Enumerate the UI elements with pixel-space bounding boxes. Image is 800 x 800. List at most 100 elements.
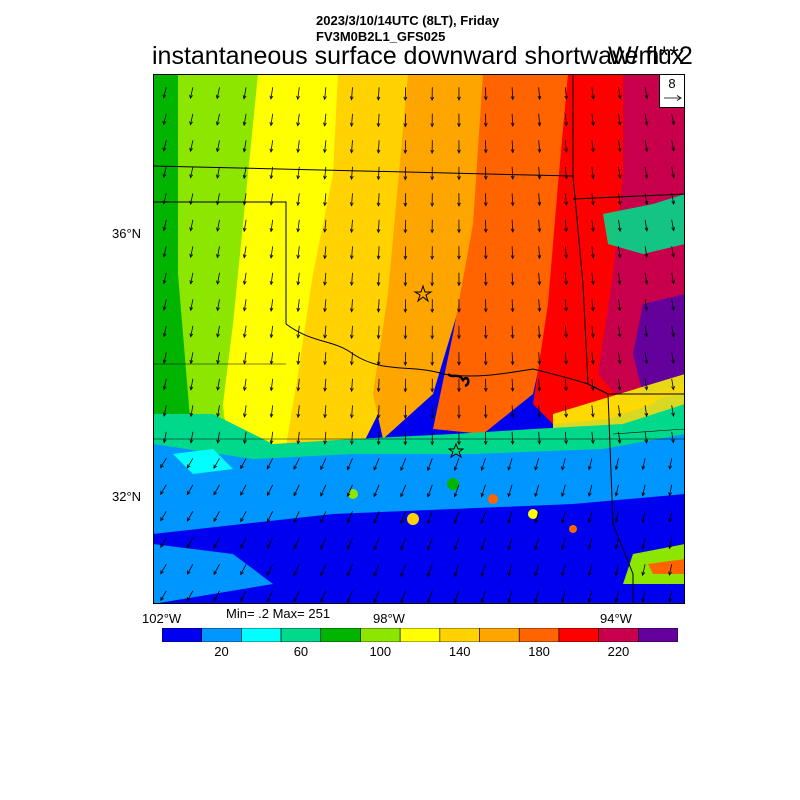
wind-arrowhead bbox=[400, 466, 404, 472]
colorbar-swatch bbox=[598, 628, 639, 642]
wind-arrow bbox=[377, 113, 380, 127]
wind-arrowhead bbox=[457, 308, 461, 313]
wind-arrow bbox=[270, 219, 274, 232]
wind-arrowhead bbox=[293, 545, 298, 550]
wind-arrow bbox=[160, 590, 167, 601]
wind-arrowhead bbox=[320, 492, 324, 497]
wind-arrow bbox=[320, 458, 327, 470]
wind-arrow bbox=[454, 590, 460, 603]
wind-arrowhead bbox=[323, 228, 327, 233]
wind-arrowhead bbox=[483, 149, 488, 154]
wind-arrow bbox=[508, 458, 513, 471]
wind-arrowhead bbox=[564, 148, 569, 153]
wind-arrowhead bbox=[457, 441, 461, 446]
wind-arrow bbox=[427, 537, 433, 550]
map-panel bbox=[153, 74, 685, 604]
wind-arrow bbox=[297, 405, 300, 418]
wind-arrow bbox=[538, 325, 540, 338]
wind-arrow bbox=[351, 113, 353, 127]
wind-arrowhead bbox=[537, 201, 542, 207]
wind-arrow bbox=[508, 537, 513, 550]
wind-arrowhead bbox=[189, 280, 194, 285]
wind-arrow bbox=[293, 564, 300, 576]
colorbar-swatch bbox=[439, 628, 480, 642]
wind-arrow bbox=[347, 458, 353, 470]
wind-arrowhead bbox=[480, 466, 485, 471]
kansas-ok-border bbox=[153, 165, 574, 177]
wind-arrowhead bbox=[587, 545, 592, 550]
wind-arrow bbox=[243, 219, 247, 232]
wind-arrowhead bbox=[671, 200, 676, 206]
wind-arrowhead bbox=[561, 572, 565, 577]
wind-arrowhead bbox=[614, 571, 619, 577]
wind-arrowhead bbox=[296, 122, 301, 127]
wind-arrow bbox=[270, 299, 274, 312]
wind-arrowhead bbox=[189, 412, 194, 418]
wind-arrow bbox=[190, 87, 194, 99]
wind-arrow bbox=[243, 246, 247, 258]
wind-arrowhead bbox=[243, 413, 247, 418]
wind-arrowhead bbox=[480, 546, 485, 551]
wind-arrowhead bbox=[293, 598, 298, 603]
wind-arrowhead bbox=[561, 598, 565, 603]
wind-arrow bbox=[347, 537, 353, 550]
wind-arrowhead bbox=[293, 571, 298, 576]
colorbar-label: 180 bbox=[528, 644, 550, 659]
wind-arrow bbox=[508, 511, 513, 524]
wind-arrowhead bbox=[400, 546, 404, 551]
wind-arrowhead bbox=[483, 414, 488, 419]
wind-arrow bbox=[564, 246, 567, 259]
wind-arrow bbox=[618, 166, 621, 179]
wind-arrowhead bbox=[483, 440, 488, 446]
wind-arrow bbox=[190, 431, 194, 443]
wind-arrowhead bbox=[376, 414, 381, 419]
wind-arrowhead bbox=[510, 387, 515, 392]
wind-arrow bbox=[324, 431, 327, 445]
wind-arrow bbox=[454, 511, 460, 524]
colorbar-swatch bbox=[201, 628, 242, 642]
wind-arrowhead bbox=[507, 572, 512, 577]
wind-arrow bbox=[160, 458, 167, 468]
wind-arrow bbox=[591, 325, 594, 338]
wind-arrowhead bbox=[483, 308, 488, 313]
wind-arrow bbox=[511, 140, 514, 153]
wind-arrowhead bbox=[189, 147, 193, 153]
wind-arrow bbox=[373, 537, 380, 550]
wind-arrow bbox=[351, 166, 353, 180]
wind-arrow bbox=[564, 193, 567, 206]
wind-arrowhead bbox=[296, 440, 301, 445]
wind-arrow bbox=[190, 352, 194, 364]
wind-arrowhead bbox=[160, 517, 164, 522]
wind-arrowhead bbox=[671, 174, 676, 179]
wind-arrowhead bbox=[453, 493, 458, 498]
wind-arrowhead bbox=[457, 361, 461, 366]
wind-arrowhead bbox=[483, 122, 488, 128]
wind-arrowhead bbox=[403, 441, 408, 446]
wind-arrow bbox=[217, 352, 220, 364]
wind-arrowhead bbox=[561, 492, 565, 498]
wind-arrow bbox=[270, 352, 274, 365]
wind-arrowhead bbox=[242, 254, 247, 259]
band-lightblue-south bbox=[153, 544, 273, 604]
wind-arrowhead bbox=[296, 387, 301, 392]
wind-arrowhead bbox=[403, 202, 408, 208]
colorbar-swatch bbox=[518, 628, 560, 642]
wind-arrow bbox=[324, 113, 327, 126]
wind-arrow bbox=[243, 166, 247, 179]
wind-arrowhead bbox=[376, 255, 381, 260]
wind-arrowhead bbox=[347, 598, 351, 604]
wind-arrowhead bbox=[189, 94, 193, 100]
wind-arrowhead bbox=[323, 308, 327, 313]
wind-arrow bbox=[378, 325, 380, 339]
wind-arrowhead bbox=[216, 200, 220, 206]
wind-arrowhead bbox=[186, 570, 191, 575]
wind-arrowhead bbox=[267, 597, 271, 603]
wind-arrow bbox=[615, 564, 619, 576]
band-darkorange bbox=[433, 74, 573, 434]
wind-arrowhead bbox=[162, 173, 167, 179]
wind-arrowhead bbox=[323, 361, 327, 366]
wind-arrow bbox=[270, 325, 274, 338]
wind-arrowhead bbox=[483, 255, 488, 260]
wind-arrow bbox=[243, 193, 247, 205]
wind-arrowhead bbox=[480, 572, 485, 577]
